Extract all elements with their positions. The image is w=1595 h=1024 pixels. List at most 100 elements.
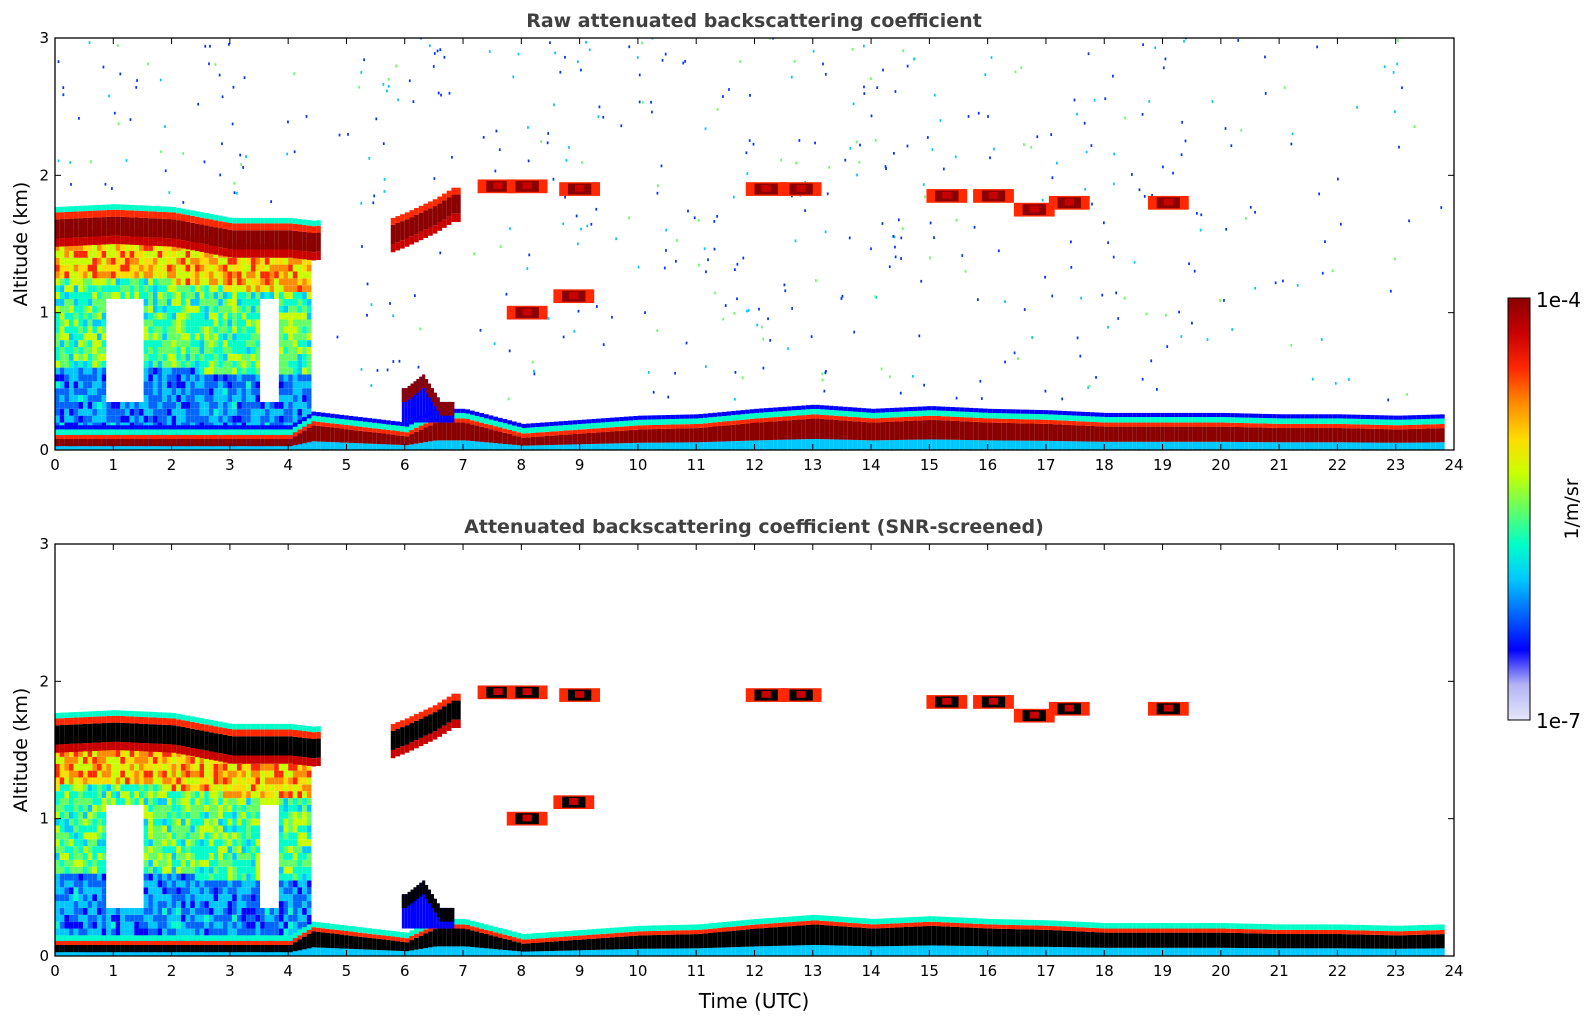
- heatmap-cell: [1025, 441, 1030, 450]
- heatmap-cell: [437, 203, 442, 222]
- heatmap-cell: [195, 320, 200, 327]
- heatmap-cell: [181, 214, 186, 221]
- heatmap-cell: [568, 421, 573, 425]
- heatmap-cell: [83, 812, 88, 819]
- heatmap-cell: [1221, 427, 1226, 442]
- heatmap-cell: [162, 258, 167, 265]
- heatmap-cell: [587, 429, 592, 433]
- heatmap-cell: [162, 901, 167, 908]
- heatmap-cell: [195, 299, 200, 306]
- heatmap-cell: [74, 354, 79, 361]
- heatmap-cell: [116, 922, 121, 929]
- heatmap-cell: [92, 908, 97, 915]
- heatmap-cell: [978, 112, 980, 115]
- heatmap-cell: [167, 435, 172, 439]
- heatmap-cell: [717, 416, 722, 421]
- heatmap-cell: [64, 402, 69, 409]
- heatmap-cell: [139, 271, 144, 278]
- heatmap-cell: [465, 423, 470, 440]
- heatmap-cell: [167, 278, 172, 285]
- heatmap-cell: [395, 426, 400, 431]
- heatmap-cell: [78, 285, 83, 292]
- heatmap-cell: [153, 791, 158, 798]
- heatmap-cell: [1188, 427, 1193, 442]
- heatmap-cell: [158, 347, 163, 354]
- heatmap-cell: [483, 136, 485, 139]
- heatmap-cell: [950, 411, 955, 416]
- heatmap-cell: [162, 853, 167, 860]
- heatmap-cell: [307, 306, 312, 313]
- heatmap-cell: [358, 417, 363, 421]
- heatmap-cell: [116, 429, 121, 434]
- heatmap-cell: [60, 915, 65, 922]
- heatmap-cell: [55, 347, 60, 354]
- heatmap-cell: [78, 860, 83, 867]
- heatmap-cell: [111, 819, 116, 826]
- heatmap-cell: [256, 374, 261, 381]
- heatmap-cell: [237, 439, 242, 446]
- heatmap-cell: [125, 439, 130, 446]
- heatmap-cell: [97, 832, 102, 839]
- heatmap-cell: [111, 832, 116, 839]
- heatmap-cell: [125, 265, 130, 272]
- heatmap-cell: [256, 306, 261, 313]
- heatmap-cell: [148, 333, 153, 340]
- heatmap-cell: [237, 299, 242, 306]
- heatmap-cell: [130, 819, 135, 826]
- heatmap-cell: [470, 424, 475, 441]
- heatmap-cell: [204, 402, 209, 409]
- heatmap-cell: [78, 929, 83, 936]
- heatmap-cell: [288, 320, 293, 327]
- heatmap-cell: [899, 440, 904, 450]
- heatmap-cell: [78, 402, 83, 409]
- heatmap-cell: [69, 819, 74, 826]
- heatmap-cell: [1202, 417, 1207, 422]
- heatmap-cell: [172, 347, 177, 354]
- heatmap-cell: [284, 271, 289, 278]
- heatmap-cell: [1142, 113, 1144, 116]
- heatmap-cell: [297, 420, 302, 424]
- heatmap-cell: [1118, 442, 1123, 450]
- heatmap-cell: [400, 436, 405, 445]
- heatmap-cell: [186, 354, 191, 361]
- heatmap-cell: [228, 292, 233, 299]
- heatmap-cell: [69, 340, 74, 347]
- heatmap-cell: [587, 423, 592, 428]
- heatmap-cell: [535, 445, 540, 450]
- heatmap-cell: [675, 260, 677, 263]
- heatmap-cell: [456, 195, 461, 214]
- heatmap-cell: [134, 860, 139, 867]
- heatmap-cell: [158, 777, 163, 784]
- heatmap-cell: [139, 416, 144, 423]
- heatmap-cell: [125, 285, 130, 292]
- heatmap-cell: [134, 211, 139, 218]
- heatmap-cell: [88, 237, 93, 245]
- heatmap-cell: [153, 798, 158, 805]
- heatmap-cell: [228, 258, 233, 265]
- heatmap-cell: [125, 764, 130, 771]
- heatmap-cell: [232, 439, 237, 446]
- heatmap-cell: [965, 270, 967, 273]
- heatmap-cell: [964, 440, 969, 450]
- heatmap-cell: [912, 375, 914, 378]
- heatmap-cell: [703, 414, 708, 418]
- heatmap-cell: [787, 440, 792, 450]
- heatmap-cell: [256, 435, 261, 439]
- heatmap-cell: [186, 306, 191, 313]
- heatmap-cell: [927, 416, 932, 420]
- heatmap-cell: [181, 361, 186, 368]
- heatmap-cell: [144, 340, 149, 347]
- heatmap-cell: [628, 45, 630, 48]
- heatmap-cell: [139, 381, 144, 388]
- heatmap-cell: [60, 238, 65, 246]
- heatmap-cell: [102, 915, 107, 922]
- heatmap-cell: [97, 333, 102, 340]
- heatmap-cell: [297, 313, 302, 320]
- heatmap-cell: [251, 354, 256, 361]
- heatmap-cell: [214, 361, 219, 368]
- heatmap-cell: [260, 320, 265, 327]
- heatmap-cell: [936, 420, 941, 439]
- heatmap-cell: [371, 303, 373, 306]
- heatmap-cell: [167, 299, 172, 306]
- heatmap-cell: [214, 292, 219, 299]
